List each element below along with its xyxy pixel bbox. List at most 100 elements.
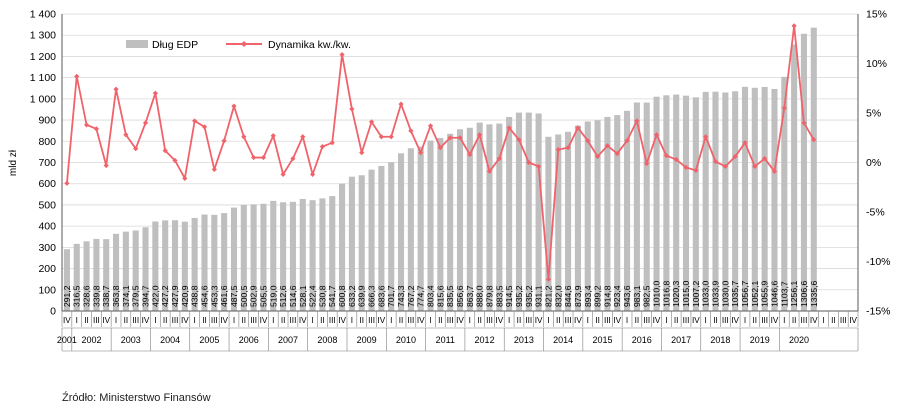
debt-bar [643, 102, 650, 311]
debt-bar [211, 214, 218, 311]
debt-bar [751, 87, 758, 311]
dynamics-point [545, 276, 552, 282]
debt-bar [624, 110, 631, 312]
quarter-label: I [76, 316, 78, 325]
debt-bar [339, 183, 346, 311]
quarter-label: I [154, 316, 156, 325]
debt-bar [771, 88, 778, 311]
quarter-label: II [792, 316, 797, 325]
year-label: 2008 [317, 335, 337, 345]
dynamics-point [113, 86, 119, 92]
debt-bar-label: 914,5 [504, 285, 514, 307]
dynamics-point [398, 101, 404, 107]
debt-bar-label: 600,8 [337, 285, 347, 307]
debt-bar [791, 44, 798, 312]
debt-bar-label: 883,5 [494, 285, 504, 307]
dynamics-point [221, 138, 227, 144]
year-label: 2014 [553, 335, 573, 345]
debt-bar [800, 33, 807, 311]
quarter-label: I [233, 316, 235, 325]
debt-bar [171, 220, 179, 311]
quarter-label: IV [849, 316, 857, 325]
debt-bar-label: 815,6 [435, 285, 445, 307]
debt-bar-label: 893,4 [583, 285, 593, 307]
right-axis-ticks: -15% -10% -5% 0% 5% 10% 15% [866, 9, 891, 318]
dynamics-point [791, 23, 797, 29]
debt-bar [103, 239, 110, 311]
quarter-label: III [211, 316, 218, 325]
debt-bar-label: 514,6 [288, 285, 298, 307]
legend-label-dynamics: Dynamika kw./kw. [268, 39, 351, 51]
left-tick-label: 800 [38, 136, 56, 148]
debt-bar-label: 774,7 [416, 285, 426, 307]
quarter-label: II [124, 316, 129, 325]
year-label: 2017 [671, 335, 691, 345]
quarter-label: IV [771, 316, 779, 325]
dynamics-point [241, 134, 247, 140]
debt-bar-label: 879,8 [484, 285, 494, 307]
debt-bar [456, 129, 464, 311]
dynamics-point [585, 138, 591, 144]
quarter-label: IV [810, 316, 818, 325]
debt-bar-label: 1033,0 [701, 280, 711, 307]
right-tick-label: -15% [866, 306, 891, 318]
debt-bar [388, 162, 395, 311]
debt-bar-label: 487,5 [229, 285, 239, 307]
debt-bar-label: 943,6 [622, 285, 632, 307]
year-label: 2011 [436, 335, 455, 345]
quarter-label: II [635, 316, 640, 325]
quarter-label: I [822, 316, 824, 325]
debt-bar [653, 96, 660, 311]
year-label: 2009 [357, 335, 377, 345]
quarter-label: IV [63, 316, 71, 325]
debt-bar-label: 500,5 [239, 285, 249, 307]
quarter-label: III [565, 316, 572, 325]
debt-bar-label: 1056,7 [740, 280, 750, 307]
dynamics-point [467, 151, 473, 158]
debt-bar-label: 512,6 [278, 285, 288, 307]
dynamics-point [359, 150, 365, 156]
debt-bar-label: 1035,7 [730, 280, 740, 307]
left-tick-label: 0 [50, 306, 56, 318]
debt-bar-label: 1256,1 [789, 280, 799, 307]
debt-bar [122, 231, 129, 311]
debt-bar-label: 461,6 [219, 285, 229, 307]
dynamics-point [300, 134, 306, 140]
debt-bar-label: 935,2 [524, 285, 534, 307]
left-axis-ticks: 0 100 200 300 400 500 600 700 800 900 1 000 1 100 1 … [30, 9, 56, 318]
debt-bar [250, 204, 257, 311]
dynamics-point [368, 119, 375, 125]
debt-bar [299, 198, 306, 311]
debt-bar-label: 316,5 [72, 285, 82, 307]
debt-bar [73, 243, 80, 311]
debt-bar-label: 1015,0 [681, 280, 691, 307]
dynamics-point [536, 163, 542, 170]
debt-bar-label: 328,6 [82, 285, 92, 307]
quarter-label: III [683, 316, 690, 325]
quarter-label: III [722, 316, 729, 325]
dynamics-point [771, 168, 778, 175]
quarter-label: III [93, 316, 100, 325]
dynamics-point [339, 51, 345, 58]
debt-bar-label: 505,5 [258, 285, 268, 307]
debt-bar-label: 821,2 [543, 285, 553, 307]
debt-bar [466, 127, 473, 311]
quarter-label: I [469, 316, 471, 325]
debt-bar-label: 1055,9 [760, 280, 770, 307]
debt-bar [368, 169, 375, 311]
debt-bar-label: 519,0 [268, 285, 278, 307]
dynamics-point [378, 134, 384, 140]
dynamics-point [752, 163, 758, 170]
dynamics-point [133, 146, 139, 152]
quarter-label: II [831, 316, 836, 325]
year-label: 2004 [160, 335, 180, 345]
dynamics-point [604, 143, 611, 149]
dynamics-point [516, 137, 522, 143]
axes [61, 14, 859, 312]
debt-bar-label: 743,3 [396, 285, 406, 307]
dynamics-point [162, 148, 168, 154]
debt-bar [565, 131, 572, 311]
year-label: 2010 [396, 335, 416, 345]
debt-bar-label: 1046,6 [769, 280, 779, 307]
debt-bar [437, 137, 444, 311]
